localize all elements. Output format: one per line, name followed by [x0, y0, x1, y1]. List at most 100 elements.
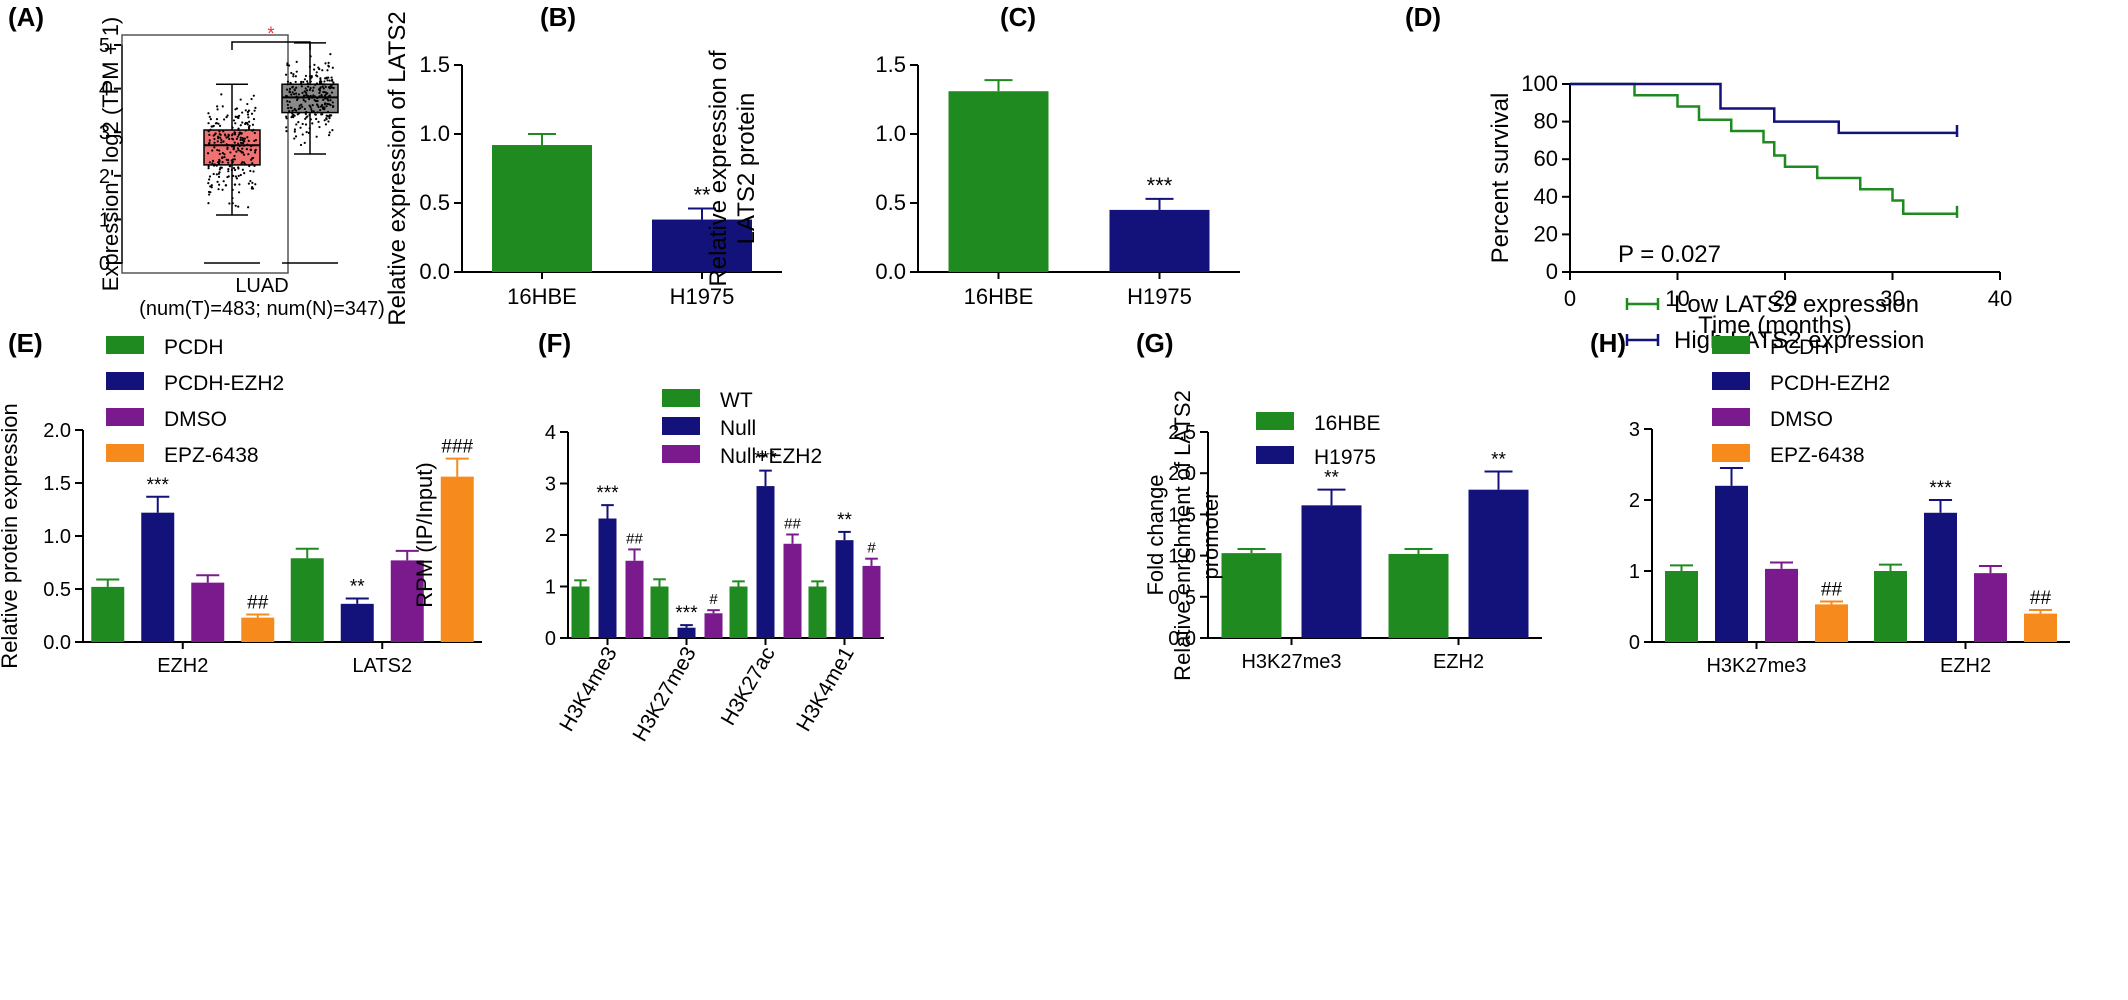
bar-h3k27me3-0	[1665, 571, 1698, 642]
point	[215, 121, 218, 125]
point	[243, 163, 247, 166]
significance-label: ##	[247, 592, 269, 613]
panel-label: (F)	[538, 328, 571, 358]
point	[286, 62, 289, 65]
point	[240, 150, 243, 153]
bar-h1975-0	[652, 219, 752, 272]
point	[244, 109, 247, 112]
point	[295, 123, 298, 126]
point	[323, 83, 326, 86]
point	[303, 78, 307, 81]
legend-swatch	[1712, 372, 1750, 390]
point	[219, 133, 222, 136]
y-tick-label: 0.0	[1168, 628, 1196, 650]
point	[209, 191, 212, 194]
point	[254, 149, 257, 152]
point	[253, 151, 257, 154]
point	[310, 96, 314, 99]
point	[297, 121, 300, 124]
significance-label: #	[867, 540, 876, 557]
point	[211, 159, 215, 162]
panel-label: (C)	[1000, 2, 1036, 32]
point	[249, 169, 252, 173]
point	[231, 202, 234, 205]
point	[296, 113, 299, 116]
y-tick-label: 2	[99, 166, 110, 188]
y-tick-label: 1.0	[875, 121, 906, 146]
x-tick-label: H3K27me3	[1706, 655, 1806, 677]
point	[224, 184, 227, 187]
legend-label: PCDH	[164, 336, 224, 359]
point	[327, 76, 330, 79]
bar-h1975-0	[1109, 209, 1210, 272]
point	[321, 85, 324, 88]
point	[322, 87, 325, 90]
point	[327, 134, 331, 137]
point	[227, 167, 230, 171]
panel-label: (E)	[8, 328, 43, 358]
bar-h3k27me3-3	[1815, 604, 1848, 642]
y-axis-label: RPM (IP/Input)	[412, 462, 437, 607]
legend-swatch	[1256, 412, 1294, 430]
point	[237, 191, 241, 194]
y-tick-label: 3	[545, 474, 556, 496]
point	[328, 96, 331, 99]
point	[233, 168, 237, 172]
x-tick-label: LATS2	[352, 655, 412, 677]
point	[326, 110, 330, 114]
point	[299, 126, 302, 129]
point	[304, 74, 308, 78]
bar-ezh2-3	[2024, 613, 2057, 642]
point	[220, 93, 223, 96]
point	[235, 107, 239, 110]
point	[288, 100, 291, 103]
point	[287, 64, 291, 67]
point	[312, 110, 315, 113]
point	[323, 80, 326, 83]
point	[331, 105, 335, 109]
point	[246, 136, 249, 139]
point	[284, 73, 288, 76]
point	[309, 118, 312, 121]
point	[250, 112, 254, 115]
point	[234, 115, 237, 118]
y-tick-label: 0	[1546, 259, 1558, 284]
legend-label: EPZ-6438	[1770, 444, 1865, 467]
point	[328, 131, 331, 134]
legend-label: WT	[720, 389, 753, 412]
legend-swatch	[662, 417, 700, 435]
point	[247, 139, 250, 142]
point	[326, 79, 329, 82]
legend-label: Null	[720, 417, 756, 440]
point	[240, 132, 243, 135]
point	[327, 99, 330, 102]
point	[295, 109, 298, 112]
x-tick-label: 20	[1773, 286, 1797, 311]
point	[221, 151, 224, 155]
point	[301, 91, 304, 95]
legend-swatch	[106, 408, 144, 426]
point	[241, 147, 244, 150]
point	[222, 118, 226, 121]
survival-curve-1	[1570, 82, 1957, 135]
point	[237, 205, 240, 208]
legend-swatch	[1712, 408, 1750, 426]
y-tick-label: 4	[99, 79, 110, 101]
point	[312, 68, 316, 71]
point	[213, 164, 216, 167]
panel-label: (D)	[1405, 2, 1441, 32]
point	[294, 75, 297, 78]
point	[246, 113, 250, 116]
point	[227, 158, 230, 162]
x-tick-label: 30	[1880, 286, 1904, 311]
point	[226, 175, 229, 179]
point	[303, 107, 306, 111]
panel-label: (H)	[1590, 328, 1626, 358]
point	[296, 97, 299, 100]
point	[309, 55, 312, 58]
point	[220, 138, 223, 141]
point	[225, 143, 228, 146]
point	[252, 170, 255, 173]
point	[232, 147, 235, 150]
point	[218, 130, 221, 133]
